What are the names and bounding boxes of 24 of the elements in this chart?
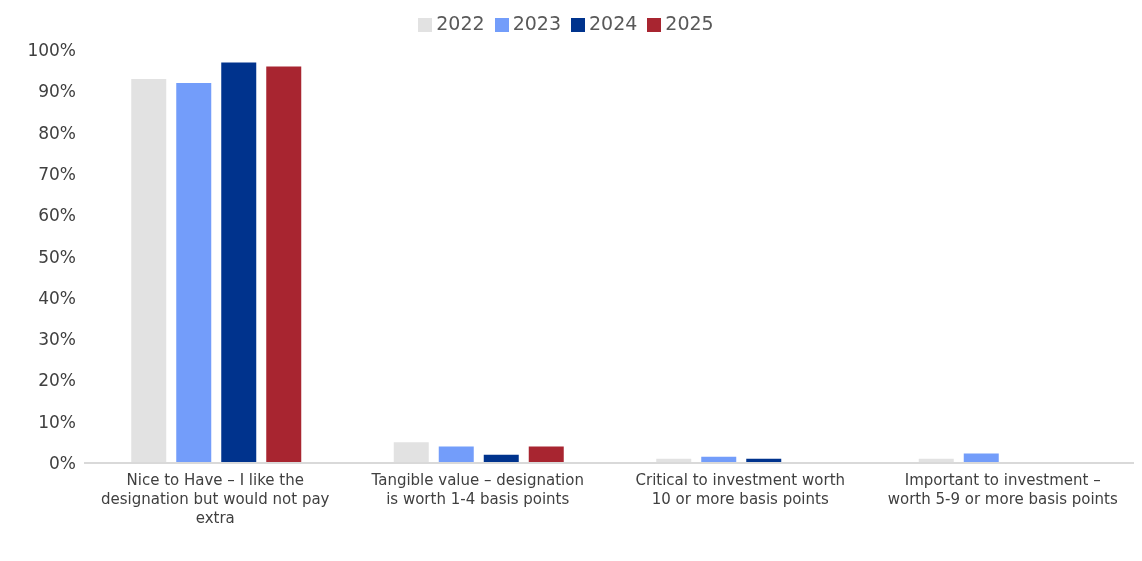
- x-tick-label: Critical to investment worth 10 or more basis points: [635, 471, 846, 508]
- bar: [266, 66, 302, 463]
- x-tick-label: Important to investment – worth 5-9 or more basis points: [887, 471, 1118, 508]
- legend-label: 2023: [512, 12, 561, 34]
- bar: [528, 446, 564, 463]
- bar: [438, 446, 474, 463]
- legend-label: 2022: [436, 12, 485, 34]
- legend-label: 2025: [665, 12, 714, 34]
- legend-label: 2024: [589, 12, 638, 34]
- y-tick-label: 90%: [38, 81, 76, 102]
- x-tick-label: Nice to Have – I like the designation but would not pay extra: [101, 471, 330, 527]
- y-tick-label: 50%: [38, 246, 76, 267]
- y-tick-label: 10%: [38, 411, 76, 432]
- y-tick-label: 40%: [38, 287, 76, 308]
- x-tick-label: Tangible value – designation is worth 1-4 basis points: [370, 471, 584, 508]
- bar: [176, 83, 212, 463]
- y-tick-label: 0%: [49, 453, 76, 474]
- y-tick-label: 80%: [38, 122, 76, 143]
- y-tick-label: 100%: [27, 40, 76, 61]
- y-tick-label: 30%: [38, 329, 76, 350]
- bar: [221, 62, 257, 463]
- y-tick-label: 70%: [38, 163, 76, 184]
- y-tick-label: 60%: [38, 205, 76, 226]
- y-tick-label: 20%: [38, 370, 76, 391]
